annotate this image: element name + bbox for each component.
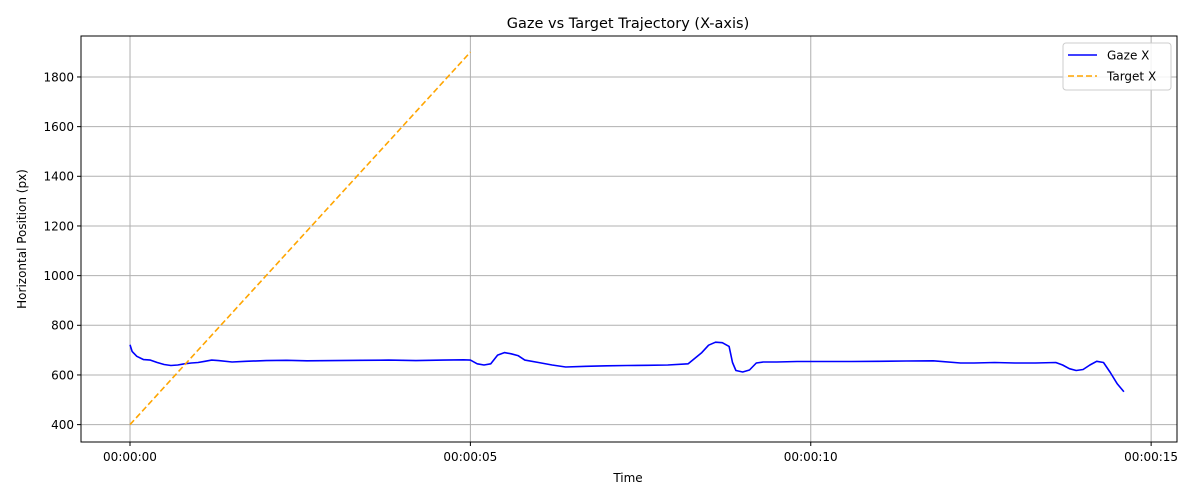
legend: Gaze X Target X (1062, 42, 1172, 91)
y-tick-label: 1000 (43, 269, 74, 283)
x-tick-label: 00:00:05 (443, 450, 497, 464)
y-tick-label: 400 (51, 418, 74, 432)
series-line-target-x (129, 51, 471, 426)
x-axis-title: Time (612, 471, 642, 485)
chart-title: Gaze vs Target Trajectory (X-axis) (507, 16, 750, 32)
plot-frame (80, 35, 1178, 443)
y-tick-label: 1800 (43, 70, 74, 84)
y-tick-label: 1600 (43, 120, 74, 134)
ticks: 00:00:00 00:00:05 00:00:10 00:00:15 400 600 80… (43, 70, 1178, 464)
grid (81, 36, 1177, 442)
y-tick-label: 1400 (43, 170, 74, 184)
x-tick-label: 00:00:10 (784, 450, 838, 464)
legend-label-target: Target X (1106, 70, 1156, 84)
series-line-gaze-x (129, 341, 1125, 393)
x-tick-label: 00:00:00 (103, 450, 157, 464)
x-tick-label: 00:00:15 (1124, 450, 1178, 464)
legend-label-gaze: Gaze X (1107, 49, 1149, 63)
y-tick-label: 800 (51, 319, 74, 333)
y-tick-label: 1200 (43, 219, 74, 233)
y-axis-title: Horizontal Position (px) (15, 169, 29, 309)
series-layer (129, 51, 1125, 426)
y-tick-label: 600 (51, 368, 74, 382)
